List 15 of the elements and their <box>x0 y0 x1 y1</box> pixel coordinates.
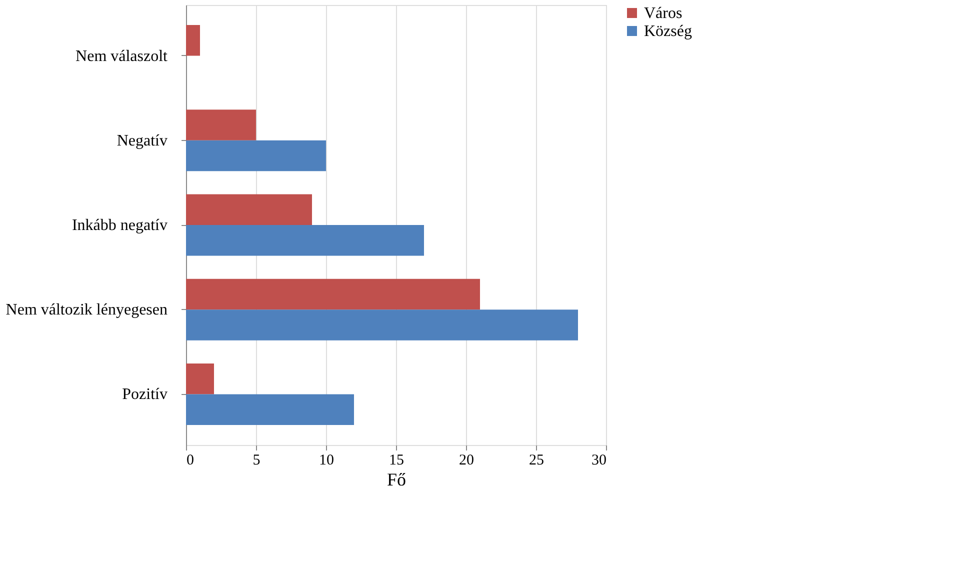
y-tick-label: Inkább negatív <box>72 217 168 234</box>
y-tick-label: Pozitív <box>122 386 168 404</box>
legend-label: Község <box>644 23 692 40</box>
legend-label: Város <box>644 5 682 22</box>
y-tick-label: Nem változik lényegesen <box>6 302 168 319</box>
y-tick-label: Nem válaszolt <box>76 48 168 65</box>
y-tick-label: Negatív <box>116 132 168 150</box>
x-axis-title: Fő <box>386 470 406 490</box>
x-tick-label: 5 <box>252 452 260 468</box>
x-tick-label: 10 <box>319 452 334 468</box>
x-tick-label: 30 <box>592 452 606 468</box>
x-tick-label: 25 <box>529 452 544 468</box>
x-tick-label: 20 <box>459 452 474 468</box>
x-tick-label: 15 <box>389 452 404 468</box>
x-tick-label: 0 <box>186 452 194 468</box>
